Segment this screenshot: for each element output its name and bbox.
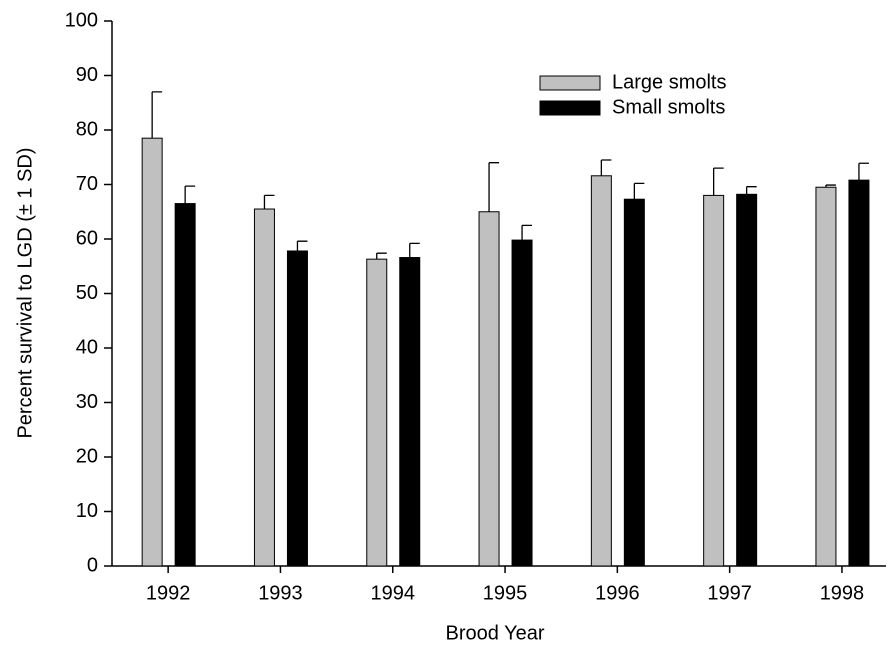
bar [703, 194, 725, 567]
bar [478, 211, 500, 567]
legend-label: Large smolts [612, 71, 727, 93]
x-tick-label: 1992 [146, 582, 191, 604]
legend-swatch [539, 100, 601, 116]
bar [815, 186, 837, 567]
error-bar [600, 159, 612, 176]
bar [253, 208, 275, 567]
bar [736, 193, 758, 567]
y-tick-label: 70 [76, 173, 98, 195]
bar [848, 179, 870, 567]
error-bar [825, 184, 836, 188]
bar [623, 198, 645, 567]
error-bar [296, 240, 308, 251]
y-tick-label: 80 [76, 118, 98, 140]
y-tick-label: 50 [76, 282, 98, 304]
y-tick-label: 60 [76, 227, 98, 249]
bar [366, 258, 388, 567]
error-bar [409, 242, 420, 258]
bar [590, 175, 612, 567]
x-tick-label: 1993 [258, 582, 303, 604]
y-tick-label: 30 [76, 391, 98, 413]
bar [286, 250, 308, 567]
x-axis-title: Brood Year [446, 622, 545, 644]
bar [174, 203, 196, 567]
bar [399, 257, 421, 567]
y-tick-label: 90 [76, 64, 98, 86]
y-tick-label: 100 [65, 9, 98, 31]
bar [141, 137, 163, 567]
error-bar [746, 186, 757, 195]
error-bar [184, 185, 196, 204]
error-bar [713, 167, 724, 196]
error-bar [521, 224, 533, 241]
x-tick-label: 1997 [707, 582, 752, 604]
error-bar [858, 162, 869, 181]
x-tick-label: 1996 [595, 582, 640, 604]
error-bar [376, 252, 387, 260]
error-bar [151, 91, 163, 139]
y-tick-label: 20 [76, 445, 98, 467]
y-tick-label: 10 [76, 500, 98, 522]
bar [511, 239, 533, 567]
y-tick-label: 0 [87, 554, 98, 576]
error-bar [263, 194, 275, 210]
y-axis-title: Percent survival to LGD (± 1 SD) [14, 147, 36, 438]
legend-swatch [539, 75, 601, 91]
error-bar [633, 182, 645, 200]
x-tick-label: 1995 [483, 582, 528, 604]
x-tick-label: 1994 [371, 582, 416, 604]
x-tick-label: 1998 [820, 582, 865, 604]
error-bar [488, 162, 500, 212]
legend-label: Small smolts [612, 96, 725, 118]
y-tick-label: 40 [76, 336, 98, 358]
